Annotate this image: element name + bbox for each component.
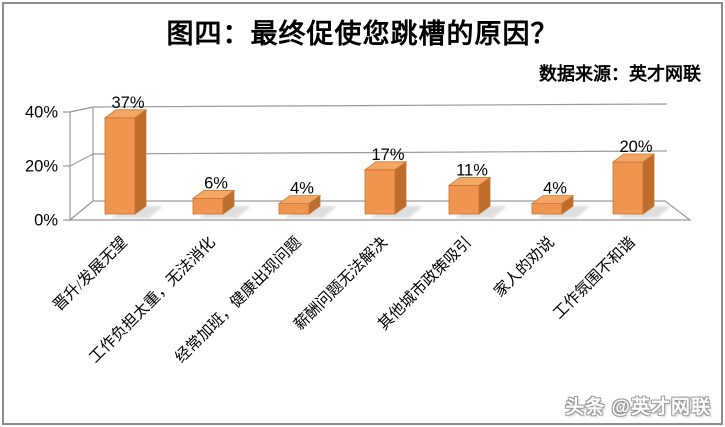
bar-front (364, 169, 396, 215)
bar-front (192, 197, 224, 215)
bar-value-label: 17% (371, 146, 404, 164)
bar-value-label: 20% (619, 138, 652, 156)
bar-front (531, 203, 563, 215)
wall-tick-40 (69, 106, 94, 113)
bar-top (277, 195, 322, 205)
chart-title: 图四：最终促使您跳槽的原因？ (166, 19, 559, 49)
bar-front (612, 161, 644, 215)
bar-side (642, 153, 655, 215)
gridline-20 (92, 150, 668, 155)
bar-top (103, 109, 148, 119)
y-axis-label: 0% (34, 212, 58, 230)
category-label: 其他城市政策吸引 (374, 233, 474, 333)
bar-side (394, 161, 407, 215)
toutiao-watermark: 头条 @英才网联 (565, 397, 711, 418)
left-wall (69, 106, 94, 222)
gridline-40 (92, 103, 668, 108)
bar-value-label: 4% (543, 180, 567, 198)
data-source-note: 数据来源：英才网联 (539, 64, 701, 84)
bar-top (447, 176, 492, 186)
wall-tick-20 (69, 153, 94, 167)
bar-side (134, 109, 147, 215)
bar-value-label: 6% (204, 174, 228, 192)
y-axis-label: 40% (25, 104, 58, 122)
bar-value-label: 4% (290, 180, 314, 198)
bar-value-label: 37% (111, 94, 144, 112)
bar-front (448, 184, 480, 215)
bar-top (611, 153, 656, 163)
category-label: 工作氛围不和谐 (549, 233, 638, 322)
category-label: 家人的劝说 (490, 233, 558, 301)
y-axis-label: 20% (25, 158, 58, 176)
bar-top (363, 161, 408, 171)
category-label: 晋升/发展无望 (49, 233, 131, 315)
bar-top (191, 189, 236, 199)
bar-value-label: 11% (456, 161, 488, 179)
bar-front (278, 203, 310, 215)
bar-top (530, 195, 575, 205)
category-label: 薪酬问题无法解决 (290, 233, 390, 333)
bar-front (104, 117, 136, 215)
